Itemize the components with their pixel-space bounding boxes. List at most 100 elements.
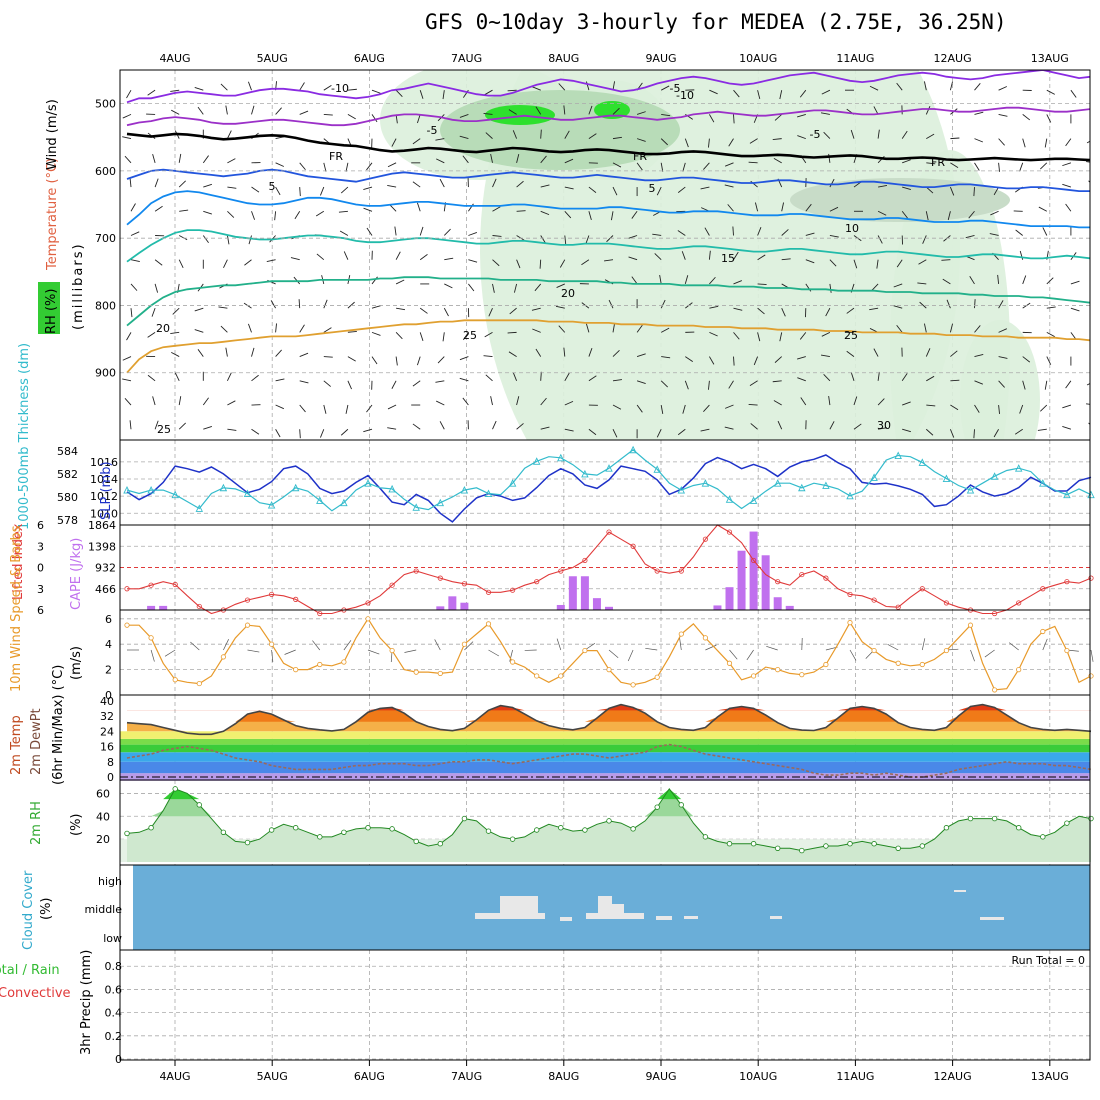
wind-barb [661,113,671,117]
wind-barb [320,429,325,438]
wind-barb [1022,138,1026,148]
wind-barb [636,138,646,142]
rh-marker [196,802,202,808]
lifted-index-marker [991,610,998,617]
rh-marker [630,826,636,832]
wind-barb [507,89,517,92]
wind-barb [178,235,188,241]
wind-barb [347,356,356,362]
temperature-line [126,703,1092,736]
wind-barb [748,161,758,164]
wind-barb [773,400,782,406]
wind-barb [797,113,806,118]
wind10-marker [365,616,371,622]
wind-barb [612,136,622,140]
wind-barb [1086,382,1090,386]
wind-barb [251,105,255,115]
cloud-block [586,913,644,919]
temperature-band [120,744,1090,753]
wind-barb [656,186,662,196]
thickness-tick-label: 584 [57,445,78,458]
wind-barb [299,162,306,171]
cape-bar [785,605,794,610]
rh-marker [582,827,588,833]
wind-barb [508,109,517,115]
wind10-barb [921,638,926,651]
temperature-contour [126,276,1090,327]
wind-barb [130,308,133,318]
rh-marker [847,841,853,847]
wind-barb [1019,162,1024,172]
lifted-index-marker [1064,579,1070,585]
wind10-barb [271,649,274,662]
wind-barb [197,349,204,357]
wind-barb [391,138,397,147]
contour-label: FR [329,150,343,163]
lifted-index-marker [389,582,395,588]
rh-marker [558,825,564,831]
precip-tick-label: 0.6 [105,983,123,996]
wind-barb [412,181,421,188]
wind-barb [462,397,469,406]
wind-barb [492,206,501,212]
wind-barb [564,235,567,245]
lifted-index-marker [172,581,178,588]
wind-barb [130,283,138,291]
date-label-top: 9AUG [645,52,676,65]
wind-barb [757,307,765,315]
wind-barb [636,380,646,385]
cape-bar [737,550,746,610]
wind-barb [299,324,305,333]
lifted-index-marker [847,591,853,598]
wind-barb [969,276,975,285]
wind-barb [340,186,349,194]
lifted-index-marker [702,536,709,542]
wind10-barb [464,641,474,651]
wind-barb [340,428,349,436]
wind-barb [539,259,542,269]
wind-barb [1095,227,1099,235]
wind-barb [893,305,903,309]
contour-label: 5 [269,180,276,193]
contour-label: -10 [676,89,694,102]
wind-barb [998,113,1008,117]
cape-bar [605,606,613,610]
rh-axis-label: RH (%) [44,289,59,334]
wind-barb [772,380,782,383]
wind-barb [974,138,984,143]
precip-axis-label: 3hr Precip (mm) [79,950,94,1055]
wind-barb [371,276,378,285]
wind-barb [488,307,493,317]
thickness-marker [195,504,204,512]
wind-barb [877,210,887,216]
temperature-tick-label: 8 [107,756,114,769]
thickness-marker [749,496,758,504]
wind-barb [901,130,908,139]
wind-barb [556,283,565,288]
temperature-contour [126,319,1090,374]
temperature-tick-label: 40 [100,695,114,708]
wind-barb [873,348,879,357]
wind-barb [366,227,373,236]
wind-barb [366,404,373,413]
wind-barb [299,429,301,439]
wind10-marker [630,682,636,688]
wind-barb [174,372,180,381]
wind-barb [1070,89,1077,98]
lifted-index-marker [750,557,757,564]
wind-barb [950,137,960,140]
thickness-marker [846,491,854,500]
wind10-marker [148,635,154,641]
wind-barb [1093,202,1095,211]
wind-barb [1014,428,1023,435]
wind-barb [1065,380,1072,389]
wind-barb [660,138,668,146]
wind-barb [316,253,325,261]
wind-barb [612,379,622,382]
wind-barb [749,138,758,144]
wind10-barb [1009,642,1019,651]
wind-barb [823,374,831,382]
chart-title: GFS 0~10day 3-hourly for MEDEA (2.75E, 3… [425,10,1007,34]
thickness-marker [219,483,228,492]
wind-barb [275,349,282,357]
